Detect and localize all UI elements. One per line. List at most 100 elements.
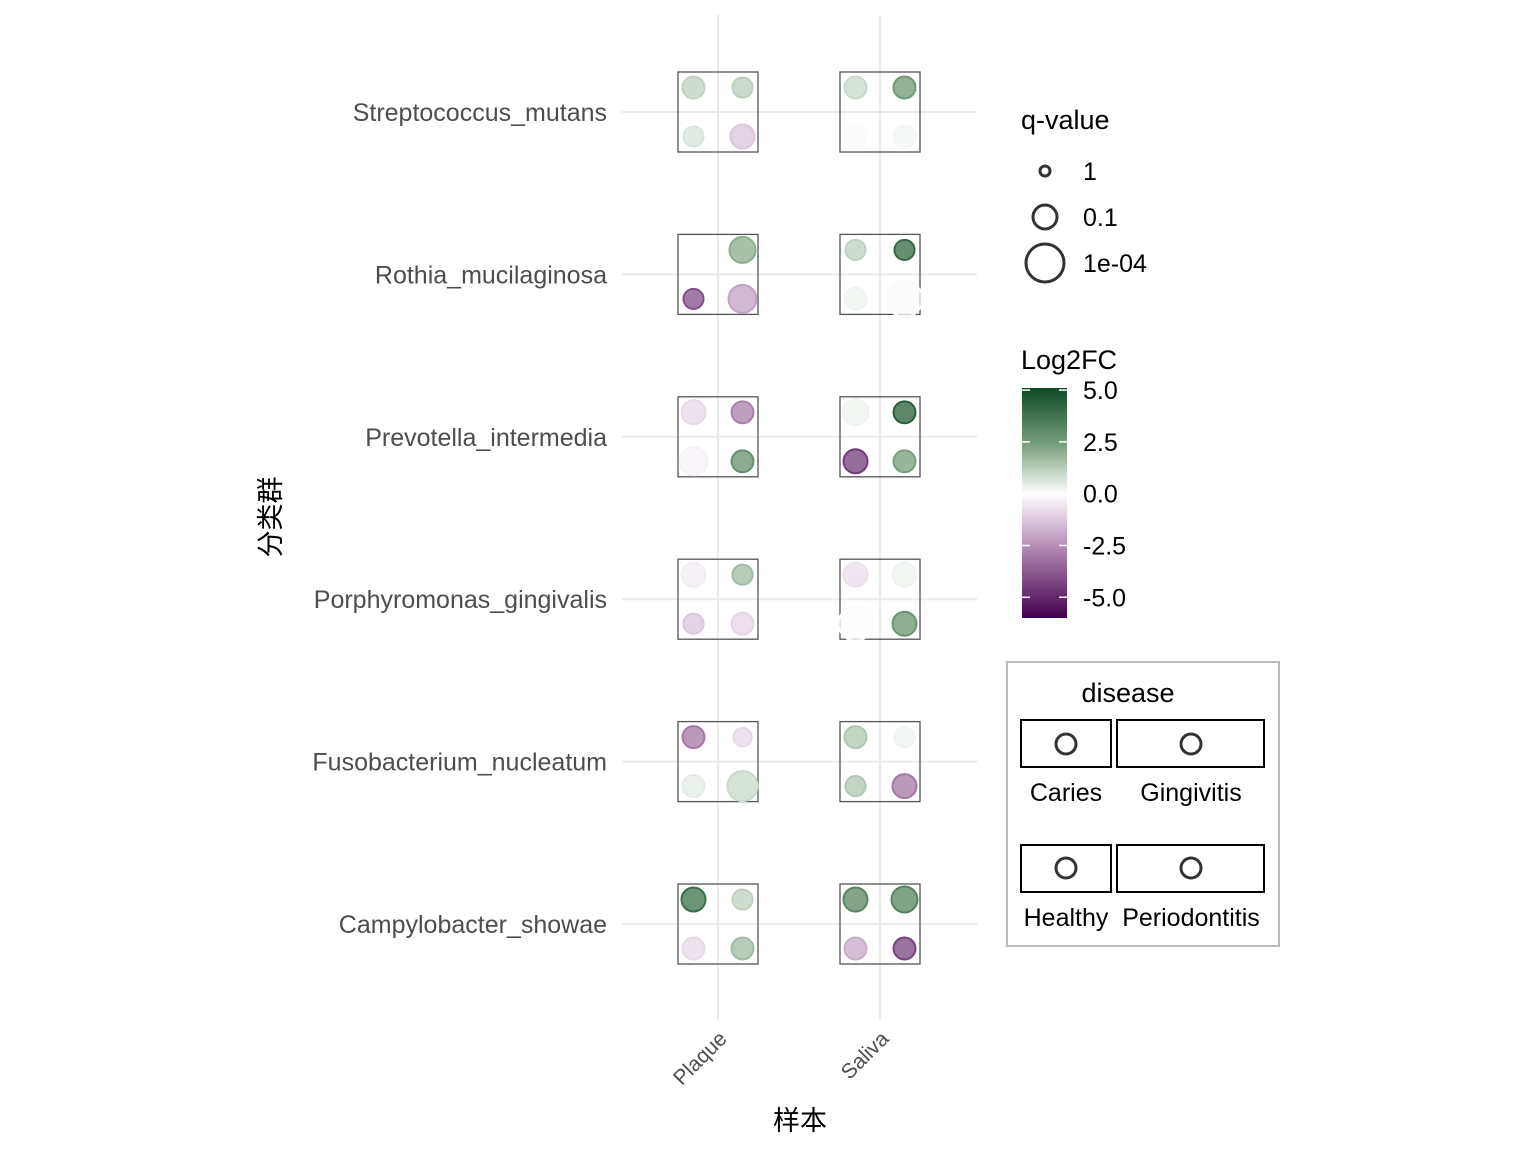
data-point — [892, 400, 917, 425]
cell-box — [839, 71, 921, 153]
data-point — [844, 238, 867, 261]
size-key-1e-04 — [1024, 242, 1066, 284]
data-point — [682, 612, 705, 635]
data-point — [892, 124, 917, 149]
y-tick-label: Porphyromonas_gingivalis — [314, 586, 607, 614]
data-point — [843, 286, 868, 311]
x-tick-label: Saliva — [837, 1027, 894, 1084]
y-tick-label: Streptococcus_mutans — [353, 99, 607, 127]
data-point — [891, 610, 918, 637]
data-point — [842, 886, 869, 913]
colorbar-label: -5.0 — [1083, 584, 1126, 612]
data-point — [843, 75, 868, 100]
cell-box — [677, 71, 759, 153]
disease-key-healthy — [1020, 844, 1112, 893]
data-point — [842, 561, 869, 588]
data-point — [731, 76, 754, 99]
cell-box — [839, 396, 921, 478]
x-axis-tick-labels: Plaque Saliva — [669, 1027, 894, 1090]
cell-box — [839, 720, 921, 803]
data-point — [841, 398, 870, 427]
data-point — [730, 449, 755, 474]
data-point — [892, 449, 917, 474]
y-tick-label: Campylobacter_showae — [339, 911, 607, 939]
disease-legend-title: disease — [1081, 678, 1174, 708]
colorbar-label: 2.5 — [1083, 429, 1118, 457]
data-point — [681, 75, 706, 100]
data-point — [837, 605, 874, 642]
log2fc-legend: Log2FC 5.0 2.5 0.0 -2.5 -5.0 — [1021, 345, 1126, 618]
data-point — [680, 886, 707, 913]
data-point — [732, 726, 753, 748]
cell-box — [839, 233, 921, 316]
data-point — [891, 561, 918, 588]
data-point — [681, 936, 706, 961]
data-point — [728, 235, 757, 264]
data-point — [680, 399, 707, 426]
cell-box — [839, 558, 921, 640]
y-tick-label: Prevotella_intermedia — [365, 424, 607, 452]
data-point — [729, 123, 756, 150]
q-value-legend: q-value 1 0.1 1e-04 — [1021, 105, 1147, 284]
cell-box — [677, 883, 759, 965]
data-point — [682, 125, 705, 148]
size-label: 1e-04 — [1083, 250, 1147, 278]
disease-key-caries — [1020, 719, 1112, 768]
q-value-legend-title: q-value — [1021, 105, 1110, 135]
data-point — [726, 770, 759, 803]
data-point — [893, 726, 916, 749]
data-point — [678, 446, 709, 477]
size-key-0.1 — [1031, 203, 1059, 231]
data-point — [891, 773, 918, 800]
data-point — [844, 125, 867, 148]
data-point — [892, 75, 917, 100]
data-point — [681, 774, 706, 799]
y-tick-label: Fusobacterium_nucleatum — [312, 749, 607, 777]
colorbar-label: -2.5 — [1083, 532, 1126, 560]
disease-label: Gingivitis — [1140, 779, 1241, 807]
disease-key-circle — [1054, 732, 1078, 756]
data-point — [890, 885, 919, 914]
data-point — [842, 448, 869, 475]
data-point — [893, 238, 916, 261]
y-axis-tick-labels: Streptococcus_mutans Rothia_mucilaginosa P… — [312, 99, 607, 939]
data-point — [885, 279, 924, 318]
disease-label: Caries — [1030, 779, 1102, 807]
disease-key-gingivitis — [1116, 719, 1265, 768]
disease-label: Periodontitis — [1122, 904, 1260, 932]
data-point — [681, 725, 706, 750]
y-axis-title: 分类群 — [256, 477, 286, 558]
size-key-1 — [1038, 164, 1052, 178]
disease-key-periodontitis — [1116, 844, 1265, 893]
disease-key-circle — [1054, 856, 1078, 880]
data-point — [730, 936, 755, 961]
data-point — [682, 287, 705, 310]
cell-box — [677, 396, 759, 478]
data-point — [844, 775, 867, 798]
data-point — [843, 725, 868, 750]
cell-box — [677, 720, 759, 803]
plot-panel — [677, 71, 924, 965]
cell-box — [677, 558, 759, 640]
data-point — [730, 400, 755, 425]
size-label: 0.1 — [1083, 204, 1118, 232]
colorbar-label: 0.0 — [1083, 481, 1118, 509]
data-point — [685, 241, 702, 259]
x-axis-title: 样本 — [773, 1106, 827, 1136]
disease-label: Healthy — [1024, 904, 1109, 932]
disease-key-circle — [1179, 732, 1203, 756]
data-point — [731, 888, 754, 911]
colorbar-label: 5.0 — [1083, 377, 1118, 405]
data-point — [843, 936, 868, 961]
data-point — [680, 561, 707, 588]
cell-box — [677, 233, 759, 316]
log2fc-legend-title: Log2FC — [1021, 345, 1117, 375]
data-point — [727, 283, 758, 314]
y-tick-label: Rothia_mucilaginosa — [375, 261, 607, 289]
disease-legend: disease Caries Gingivitis Healthy Period… — [1006, 661, 1280, 947]
data-point — [892, 936, 917, 961]
size-label: 1 — [1083, 158, 1097, 186]
grid-lines — [622, 15, 977, 1020]
disease-legend-box — [1006, 661, 1280, 947]
